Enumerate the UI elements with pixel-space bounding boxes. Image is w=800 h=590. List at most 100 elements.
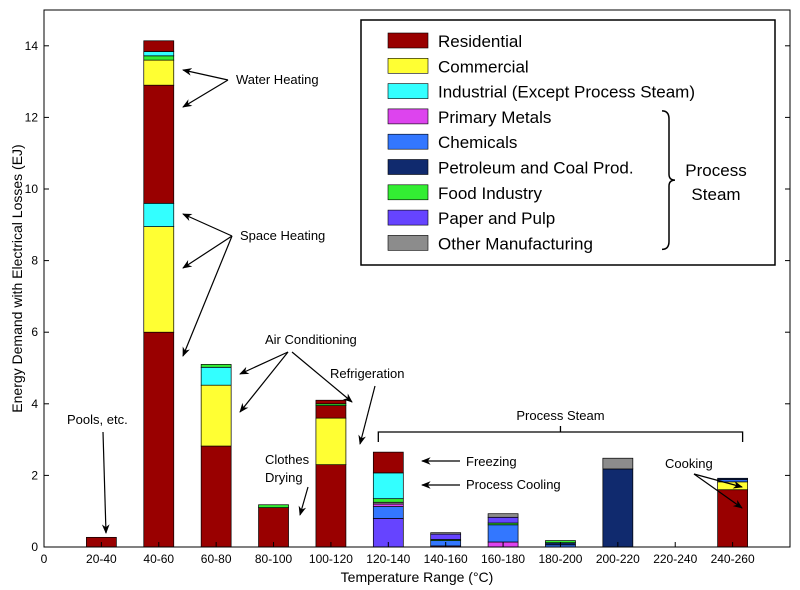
bar-segment-40-60-5 bbox=[143, 55, 175, 61]
annotation-pools: Pools, etc. bbox=[67, 412, 128, 427]
legend-swatch-6 bbox=[387, 184, 429, 201]
bars-layer bbox=[86, 40, 748, 548]
bar-segment-40-60-1 bbox=[143, 226, 175, 333]
annotation-process-steam: Process Steam bbox=[516, 408, 604, 423]
annotation-freezing: Freezing bbox=[466, 454, 517, 469]
bar-segment-140-160-3 bbox=[430, 533, 462, 540]
annotation-cooking: Cooking bbox=[665, 456, 713, 471]
bar-segment-200-220-1 bbox=[602, 457, 634, 470]
y-tick-label: 8 bbox=[31, 254, 38, 268]
y-tick-label: 10 bbox=[25, 182, 39, 196]
bar-segment-80-100-0 bbox=[258, 507, 289, 548]
y-tick-label: 12 bbox=[25, 110, 39, 124]
bar-segment-60-80-2 bbox=[200, 366, 232, 386]
legend-swatch-2 bbox=[387, 83, 429, 99]
x-tick-label: 240-260 bbox=[711, 552, 755, 566]
bar-segment-240-260-1 bbox=[717, 481, 748, 491]
legend-label-5: Petroleum and Coal Prod. bbox=[438, 159, 634, 178]
annotation-refrigeration: Refrigeration bbox=[330, 366, 404, 381]
legend-label-4: Chemicals bbox=[438, 133, 517, 152]
process-steam-bracket bbox=[377, 426, 744, 442]
legend-swatch-4 bbox=[387, 133, 429, 150]
annotations-layer: Water Heating Space Heating Air Conditioni… bbox=[67, 68, 744, 534]
bar-segment-60-80-1 bbox=[200, 384, 232, 447]
y-tick-label: 14 bbox=[25, 39, 39, 53]
bar-segment-240-260-0 bbox=[717, 489, 748, 548]
arrow-space-heating-2 bbox=[182, 235, 233, 269]
x-tick-label: 100-120 bbox=[309, 552, 353, 566]
annotation-water-heating: Water Heating bbox=[236, 72, 319, 87]
legend-swatch-5 bbox=[387, 159, 429, 175]
annotation-clothes-drying-1: Clothes bbox=[265, 452, 310, 467]
legend-swatch-3 bbox=[387, 108, 429, 125]
legend-label-8: Other Manufacturing bbox=[438, 234, 593, 253]
axes-layer: 0 2 4 6 8 10 12 14 0 20-40 40-60 60-80 80-100 100-120… bbox=[9, 9, 791, 585]
bar-segment-160-180-1 bbox=[487, 524, 519, 543]
y-tick-label: 6 bbox=[31, 325, 38, 339]
x-tick-label: 220-240 bbox=[653, 552, 697, 566]
x-tick-label: 200-220 bbox=[596, 552, 640, 566]
annotation-space-heating: Space Heating bbox=[240, 228, 325, 243]
x-tick-label: 40-60 bbox=[143, 552, 174, 566]
x-tick-label: 80-100 bbox=[255, 552, 293, 566]
bar-segment-100-120-0 bbox=[315, 464, 347, 548]
bar-segment-100-120-4 bbox=[315, 399, 347, 405]
bar-segment-40-60-4 bbox=[143, 59, 175, 86]
legend-box bbox=[360, 19, 776, 266]
legend-bracket-label-2: Steam bbox=[691, 185, 740, 204]
x-tick-label: 20-40 bbox=[86, 552, 117, 566]
bar-segment-80-100-1 bbox=[258, 504, 289, 508]
bar-segment-40-60-7 bbox=[143, 40, 175, 52]
bar-segment-120-140-2 bbox=[372, 503, 404, 507]
legend: Residential Commercial Industrial (Except … bbox=[360, 19, 776, 266]
x-tick-label-zero: 0 bbox=[41, 552, 48, 566]
x-axis-title: Temperature Range (°C) bbox=[341, 569, 494, 585]
y-axis-title: Energy Demand with Electrical Losses (EJ… bbox=[9, 144, 25, 412]
bar-segment-160-180-4 bbox=[487, 513, 519, 518]
legend-swatch-0 bbox=[387, 32, 429, 49]
annotation-process-cooling: Process Cooling bbox=[466, 477, 561, 492]
bar-segment-40-60-3 bbox=[143, 84, 175, 204]
arrow-space-heating-3 bbox=[182, 235, 233, 357]
x-tick-label: 160-180 bbox=[481, 552, 525, 566]
legend-swatch-8 bbox=[387, 235, 429, 251]
arrow-cooking-1 bbox=[693, 473, 743, 489]
bar-segment-100-120-1 bbox=[315, 417, 347, 466]
arrow-water-heating-1 bbox=[182, 68, 229, 81]
legend-label-7: Paper and Pulp bbox=[438, 209, 555, 228]
annotation-clothes-drying-2: Drying bbox=[265, 470, 303, 485]
y-tick-label: 4 bbox=[31, 397, 38, 411]
bar-segment-200-220-0 bbox=[602, 468, 634, 548]
annotation-air-conditioning: Air Conditioning bbox=[265, 332, 357, 347]
arrow-ac-1 bbox=[239, 351, 289, 375]
bar-segment-100-120-2 bbox=[315, 405, 347, 419]
bar-segment-140-160-4 bbox=[430, 532, 462, 535]
arrow-pools bbox=[101, 431, 110, 534]
arrow-water-heating-2 bbox=[182, 79, 229, 108]
bar-segment-40-60-0 bbox=[143, 331, 175, 548]
y-tick-label: 2 bbox=[31, 468, 38, 482]
bar-segment-160-180-3 bbox=[487, 516, 519, 524]
x-tick-label: 60-80 bbox=[201, 552, 232, 566]
legend-swatch-7 bbox=[387, 209, 429, 226]
arrow-ac-2 bbox=[239, 351, 289, 413]
plot-frame bbox=[43, 9, 791, 548]
bar-segment-120-140-4 bbox=[372, 498, 404, 503]
bar-segment-60-80-3 bbox=[200, 364, 232, 368]
arrow-refrigeration bbox=[358, 385, 376, 445]
x-tick-label: 120-140 bbox=[366, 552, 410, 566]
arrow-space-heating-1 bbox=[182, 213, 233, 237]
bar-segment-120-140-6 bbox=[372, 451, 404, 474]
legend-label-0: Residential bbox=[438, 32, 522, 51]
legend-swatch-1 bbox=[387, 57, 429, 74]
bar-segment-240-260-3 bbox=[717, 477, 748, 481]
bar-segment-40-60-6 bbox=[143, 51, 175, 57]
legend-brace bbox=[661, 110, 676, 251]
legend-label-6: Food Industry bbox=[438, 184, 542, 203]
legend-bracket-label-1: Process bbox=[685, 161, 746, 180]
x-tick-label: 140-160 bbox=[424, 552, 468, 566]
bar-segment-120-140-5 bbox=[372, 472, 404, 500]
arrow-clothes-drying bbox=[298, 486, 309, 516]
legend-label-2: Industrial (Except Process Steam) bbox=[438, 83, 695, 102]
bar-segment-120-140-1 bbox=[372, 506, 404, 519]
